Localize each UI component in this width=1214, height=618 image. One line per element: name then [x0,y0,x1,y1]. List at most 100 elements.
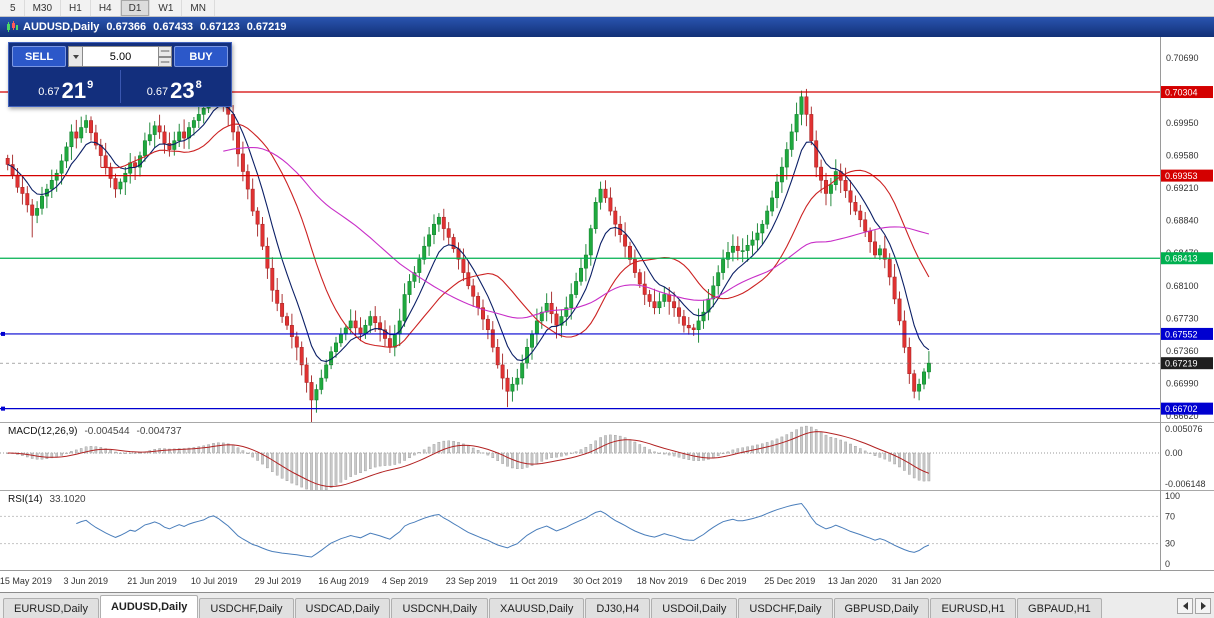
macd-histogram-bar [765,442,769,454]
sell-price-sup: 9 [87,79,94,91]
candle-body [828,184,833,194]
candle-body [789,131,794,150]
buy-price-display[interactable]: 0.67 23 8 [119,70,229,103]
candle-body [892,276,897,300]
timeframe-button-mn[interactable]: MN [182,0,215,16]
macd-histogram-bar [579,449,583,454]
macd-histogram-bar [589,444,593,454]
line-anchor[interactable] [1,406,5,411]
macd-histogram-bar [324,452,328,490]
macd-histogram-bar [217,442,220,454]
candle-body [887,259,892,278]
macd-histogram-bar [207,444,210,454]
macd-histogram-bar [569,452,573,454]
candle-body [681,316,686,326]
macd-histogram-bar [550,452,553,458]
timeframe-button-m30[interactable]: M30 [25,0,62,16]
macd-histogram-bar [638,444,642,454]
price-axis-tick: 0.66990 [1166,378,1199,388]
price-axis-tick: 0.69580 [1166,151,1199,161]
buy-price-prefix: 0.67 [146,86,169,98]
macd-histogram-bar [241,450,245,454]
timeframe-button-d1[interactable]: D1 [120,0,151,16]
rsi-axis-tick: 30 [1165,539,1175,549]
candle-body [765,210,770,225]
macd-histogram-bar [290,452,294,484]
macd-histogram-bar [731,449,735,454]
candle-body [118,181,123,190]
candle-body [294,336,299,348]
chart-tab-xauusd-daily[interactable]: XAUUSD,Daily [489,598,585,618]
price-tag-label: 0.66702 [1165,404,1198,414]
volume-dropdown-button[interactable] [68,46,83,67]
macd-histogram-bar [873,452,877,456]
chart-tab-eurusd-daily[interactable]: EURUSD,Daily [3,598,99,618]
candle-body [373,316,378,323]
volume-step-down-button[interactable] [159,56,172,67]
macd-histogram-bar [486,452,490,456]
chart-tab-dj30-h4[interactable]: DJ30,H4 [585,598,651,618]
candle-body [147,134,152,142]
volume-step-up-button[interactable] [159,46,172,57]
macd-histogram-bar [413,452,416,456]
candle-body [579,267,583,282]
sell-button[interactable]: SELL [12,46,66,67]
candle-body [260,223,265,247]
chart-title-bar: AUDUSD,Daily 0.67366 0.67433 0.67123 0.6… [0,17,1214,37]
candle-body [54,172,59,181]
tab-scroll-right-button[interactable] [1195,598,1211,614]
sell-price-prefix: 0.67 [38,86,60,98]
macd-histogram-bar [741,447,744,454]
chart-tab-usdchf-daily[interactable]: USDCHF,Daily [738,598,833,618]
macd-histogram-bar [716,452,720,457]
macd-histogram-bar [770,440,774,454]
sell-price-display[interactable]: 0.67 21 9 [12,70,120,103]
candle-body [505,377,510,392]
buy-button[interactable]: BUY [174,46,228,67]
date-label: 13 Jan 2020 [827,576,878,586]
macd-histogram-bar [775,438,779,454]
candle-body [387,338,392,348]
date-label: 16 Aug 2019 [318,576,369,586]
chart-tab-gbpaud-h1[interactable]: GBPAUD,H1 [1017,598,1102,618]
rsi-pane[interactable]: 100 70 30 0 [0,490,1214,570]
macd-histogram-bar [187,447,191,454]
date-label: 10 Jul 2019 [190,576,238,586]
macd-histogram-bar [623,437,627,454]
line-anchor[interactable] [1,331,5,336]
candle-body [912,373,917,392]
sell-price-big: 21 [61,78,87,103]
volume-input[interactable] [83,46,159,67]
chart-tab-usdchf-daily[interactable]: USDCHF,Daily [199,598,294,618]
candle-body [672,301,677,309]
candle-body [873,241,877,256]
timeframe-button-5[interactable]: 5 [2,0,25,16]
tab-scroll-left-button[interactable] [1177,598,1193,614]
chart-tab-usdcnh-daily[interactable]: USDCNH,Daily [391,598,489,618]
candle-body [402,294,407,322]
chart-tab-gbpusd-daily[interactable]: GBPUSD,Daily [833,598,930,618]
chevron-down-icon [72,54,79,59]
macd-pane[interactable]: 0.005076 0.00 -0.006148 [0,422,1214,490]
macd-histogram-bar [349,452,353,477]
chart-tab-usdcad-daily[interactable]: USDCAD,Daily [294,598,391,618]
price-tag-label: 0.69353 [1165,171,1198,181]
macd-histogram-bar [40,452,44,460]
candle-body [25,193,30,206]
timeframe-button-w1[interactable]: W1 [150,0,183,16]
timeframe-button-h1[interactable]: H1 [61,0,91,16]
macd-histogram-bar [89,446,93,454]
timeframe-button-h4[interactable]: H4 [91,0,121,16]
candle-body [608,197,613,212]
macd-histogram-bar [540,452,544,462]
chart-tab-audusd-daily[interactable]: AUDUSD,Daily [99,595,199,618]
candle-body [348,320,353,329]
chart-title-symbol: AUDUSD,Daily [23,21,100,33]
macd-histogram-bar [726,451,730,454]
macd-histogram-bar [305,452,308,490]
candle-body [784,149,789,168]
chart-tab-eurusd-h1[interactable]: EURUSD,H1 [930,598,1017,618]
macd-histogram-bar [922,452,926,482]
macd-histogram-bar [471,447,475,454]
chart-tab-usdoil-daily[interactable]: USDOil,Daily [651,598,738,618]
